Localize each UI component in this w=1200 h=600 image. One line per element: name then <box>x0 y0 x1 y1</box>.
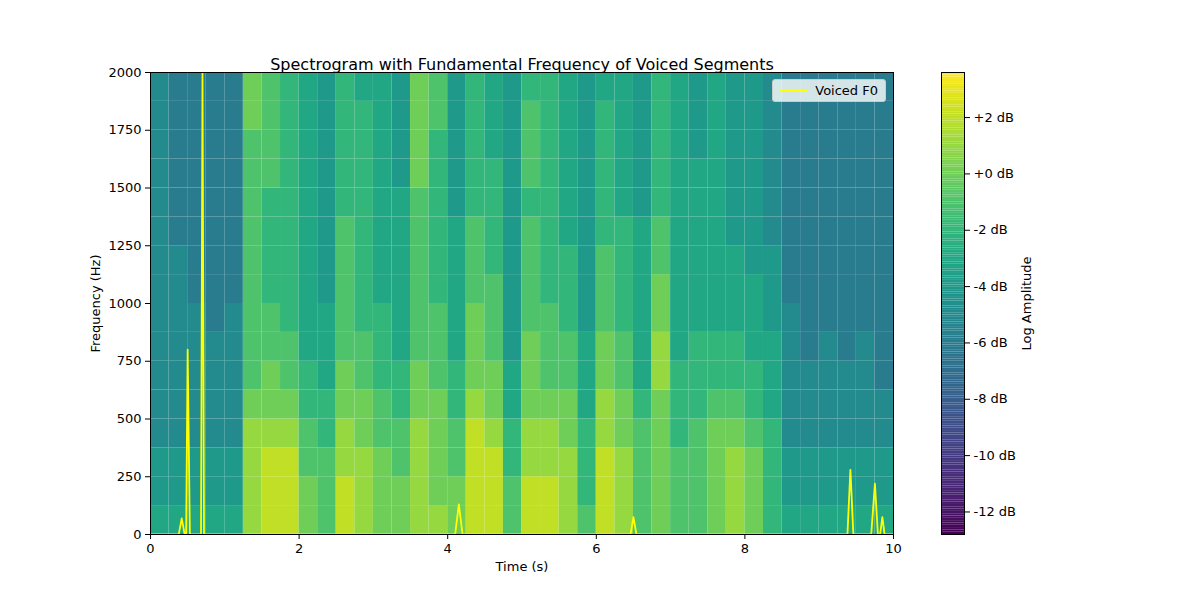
svg-text:2000: 2000 <box>108 65 141 80</box>
svg-text:0: 0 <box>146 541 154 556</box>
svg-text:1000: 1000 <box>108 296 141 311</box>
svg-text:0: 0 <box>133 527 141 542</box>
svg-text:4: 4 <box>444 541 452 556</box>
svg-text:Log Amplitude: Log Amplitude <box>1019 257 1034 351</box>
svg-text:+2 dB: +2 dB <box>974 110 1014 125</box>
html-text:Voiced F0: Voiced F0 <box>815 83 878 98</box>
svg-text:-6 dB: -6 dB <box>974 335 1008 350</box>
svg-text:-2 dB: -2 dB <box>974 222 1008 237</box>
svg-text:750: 750 <box>117 353 142 368</box>
svg-text:1750: 1750 <box>108 122 141 137</box>
svg-text:-10 dB: -10 dB <box>974 448 1017 463</box>
svg-text:2: 2 <box>295 541 303 556</box>
svg-text:6: 6 <box>592 541 600 556</box>
svg-text:1250: 1250 <box>108 238 141 253</box>
svg-text:-12 dB: -12 dB <box>974 504 1017 519</box>
svg-text:-8 dB: -8 dB <box>974 391 1008 406</box>
svg-text:10: 10 <box>885 541 902 556</box>
svg-text:-4 dB: -4 dB <box>974 279 1008 294</box>
svg-text:250: 250 <box>117 469 142 484</box>
svg-text:8: 8 <box>741 541 749 556</box>
svg-text:+0 dB: +0 dB <box>974 166 1014 181</box>
svg-text:Time (s): Time (s) <box>495 559 549 574</box>
svg-text:Spectrogram with Fundamental F: Spectrogram with Fundamental Frequency o… <box>270 55 774 74</box>
svg-text:1500: 1500 <box>108 180 141 195</box>
svg-text:Frequency (Hz): Frequency (Hz) <box>88 254 103 352</box>
svg-text:500: 500 <box>117 411 142 426</box>
